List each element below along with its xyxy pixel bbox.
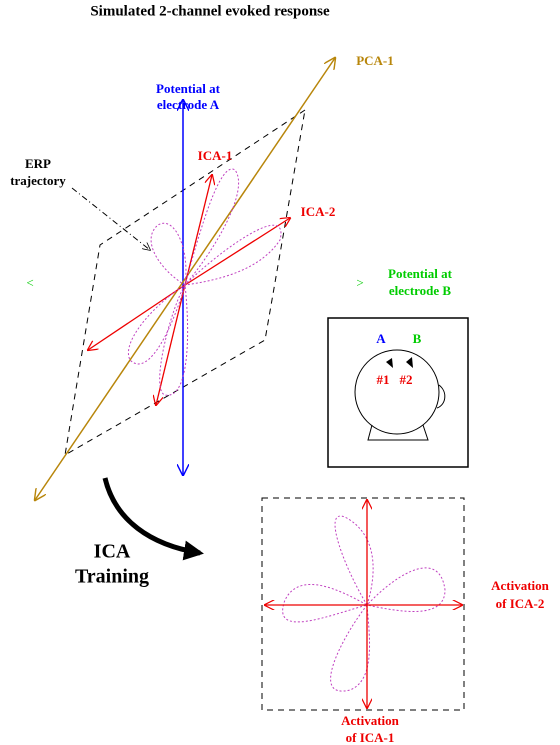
- erp-trajectory: [127, 168, 282, 396]
- ica2-arrow-neg: [88, 284, 186, 350]
- head: [354, 349, 440, 435]
- ica2-label: ICA-2: [301, 204, 336, 219]
- title: Simulated 2-channel evoked response: [90, 3, 330, 19]
- activation-box: [261, 497, 465, 711]
- electrode-b-label: Potential at: [388, 266, 453, 281]
- activation-ica1-label: of ICA-1: [346, 730, 395, 745]
- electrode-1: [386, 358, 393, 368]
- ica2-arrow: [184, 218, 290, 286]
- activation-ica2-label: of ICA-2: [496, 596, 545, 611]
- source-1: #1: [377, 372, 390, 387]
- neck: [367, 424, 429, 441]
- training-label: ICA: [94, 541, 131, 563]
- activation-ica1-label: Activation: [341, 713, 400, 728]
- ica1-label: ICA-1: [198, 148, 233, 163]
- training-label: Training: [75, 566, 149, 588]
- activation-ica2-label: Activation: [491, 578, 550, 593]
- electrode-2: [406, 357, 413, 368]
- right-mark: >: [356, 275, 363, 290]
- training-arrow: [102, 477, 204, 561]
- ica1-arrow-neg: [156, 284, 186, 405]
- erp-label: trajectory: [10, 173, 66, 188]
- erp-pointer: [71, 187, 150, 250]
- erp-label: ERP: [25, 156, 51, 171]
- electrode-a-label: electrode A: [157, 97, 220, 112]
- head-b: B: [413, 331, 422, 346]
- ica1-arrow: [184, 175, 212, 286]
- electrode-a-label: Potential at: [156, 81, 221, 96]
- left-mark: <: [26, 275, 33, 290]
- pca1-label: PCA-1: [356, 53, 394, 68]
- activation-trajectory: [282, 515, 446, 692]
- head-a: A: [376, 331, 386, 346]
- electrode-b-label: electrode B: [389, 283, 452, 298]
- source-2: #2: [400, 372, 413, 387]
- pca1-axis: [35, 58, 335, 500]
- ear: [436, 384, 446, 409]
- head-box: [327, 317, 469, 468]
